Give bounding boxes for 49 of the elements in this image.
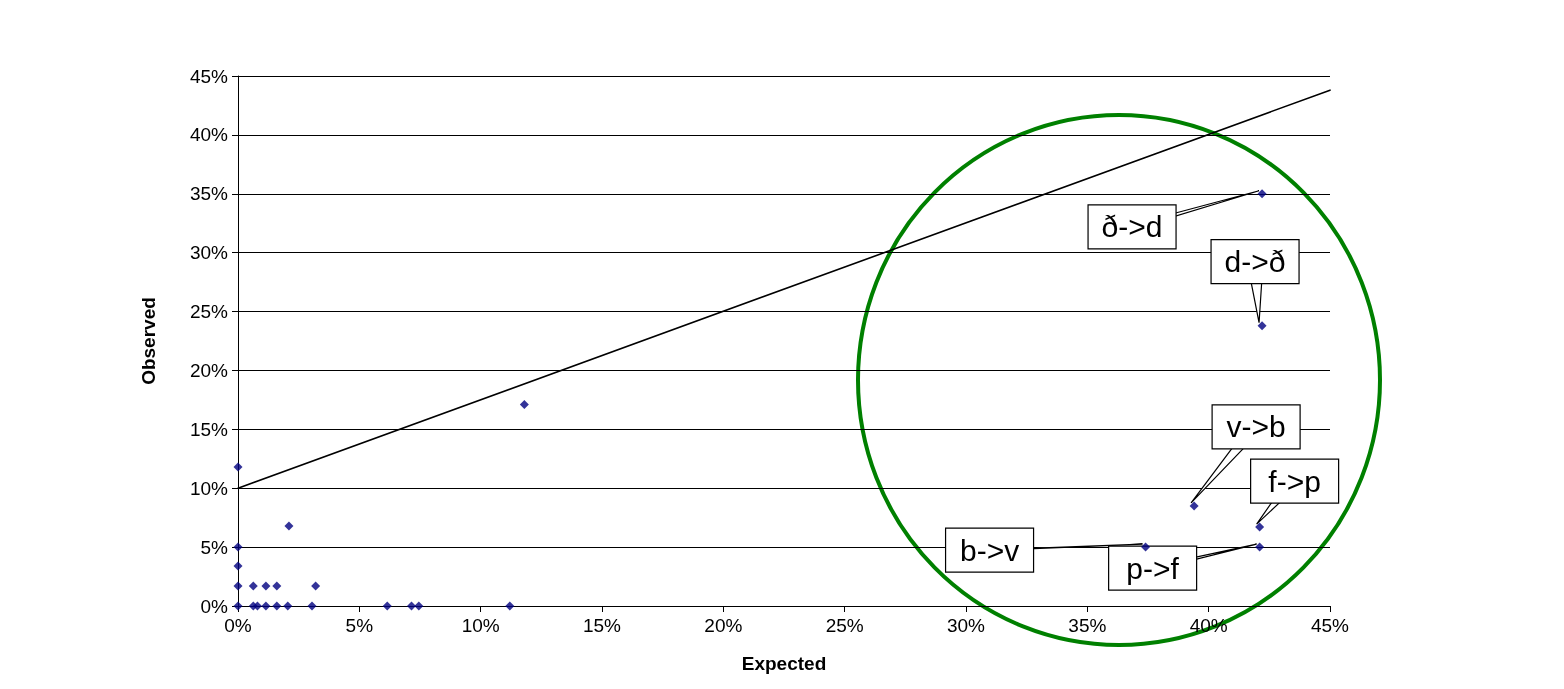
x-tick-label: 35% bbox=[1068, 615, 1107, 636]
y-tick-label: 15% bbox=[189, 418, 229, 440]
point bbox=[261, 581, 271, 591]
point bbox=[248, 581, 258, 591]
x-tick-label: 25% bbox=[825, 615, 864, 636]
y-tick-label: 0% bbox=[200, 595, 229, 617]
y-tick-label: 40% bbox=[189, 124, 229, 146]
point bbox=[311, 581, 321, 591]
y-tick-label: 25% bbox=[189, 301, 229, 323]
y-axis-title: Observed bbox=[138, 297, 159, 385]
annotation: f->p bbox=[1268, 464, 1321, 498]
point bbox=[283, 601, 293, 611]
annotation: b->v bbox=[959, 533, 1020, 567]
point bbox=[1189, 501, 1199, 511]
y-tick-label: 10% bbox=[189, 477, 229, 499]
point bbox=[233, 561, 243, 571]
point bbox=[505, 601, 515, 611]
y-tick-label: 30% bbox=[189, 242, 229, 264]
x-axis-title: Expected bbox=[741, 653, 827, 674]
point bbox=[1255, 542, 1265, 552]
y-tick-label: 5% bbox=[200, 536, 229, 558]
annotation: v->b bbox=[1226, 410, 1286, 444]
point bbox=[414, 601, 424, 611]
x-tick-label: 0% bbox=[224, 615, 252, 636]
x-tick-label: 45% bbox=[1310, 615, 1350, 636]
point bbox=[1255, 522, 1265, 532]
x-tick-label: 10% bbox=[461, 615, 500, 636]
point bbox=[272, 581, 282, 591]
point bbox=[284, 521, 294, 531]
y-tick-label: 35% bbox=[189, 183, 229, 205]
y-tick-label: 20% bbox=[189, 359, 229, 381]
point bbox=[382, 601, 392, 611]
x-tick-label: 20% bbox=[704, 615, 743, 636]
point bbox=[261, 601, 271, 611]
point bbox=[233, 581, 243, 591]
point bbox=[233, 462, 243, 472]
annotation: ð->d bbox=[1101, 210, 1163, 244]
point bbox=[407, 601, 417, 611]
point bbox=[1257, 321, 1267, 331]
x-tick-label: 30% bbox=[946, 615, 986, 636]
x-tick-label: 5% bbox=[345, 615, 374, 636]
point bbox=[252, 601, 262, 611]
point bbox=[272, 601, 282, 611]
point bbox=[1257, 189, 1267, 199]
annotation: d->ð bbox=[1224, 245, 1286, 279]
point bbox=[519, 400, 529, 410]
point bbox=[307, 601, 317, 611]
x-tick-label: 15% bbox=[582, 615, 622, 636]
y-tick-label: 45% bbox=[189, 65, 229, 87]
